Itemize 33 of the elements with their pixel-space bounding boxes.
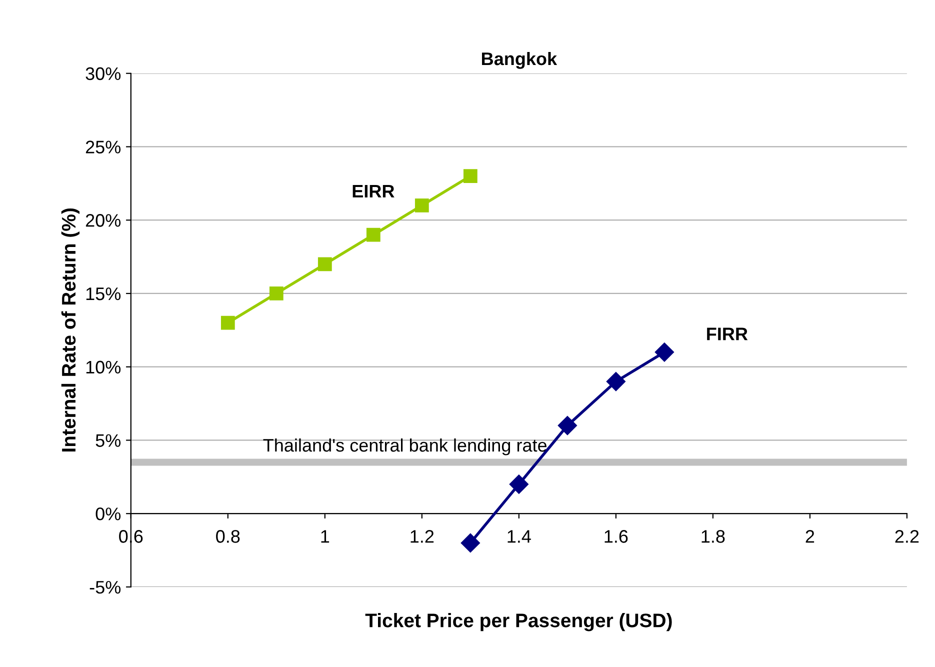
y-tick-label: 10%	[86, 360, 121, 374]
point	[414, 198, 429, 212]
point	[318, 257, 332, 272]
point	[460, 533, 480, 552]
point	[463, 169, 478, 184]
x-tick-label: 1.6	[604, 530, 628, 543]
point	[654, 342, 674, 362]
point	[558, 416, 577, 436]
x-tick-label: 1.2	[410, 530, 434, 543]
y-tick-label: 20%	[86, 214, 121, 227]
x-tick-label: 1.8	[702, 530, 725, 543]
series-label: EIRR	[352, 185, 394, 198]
x-tick-label: 2	[806, 530, 814, 543]
x-axis-title: Ticket Price per Passenger (USD)	[365, 613, 672, 632]
y-tick-label: 30%	[86, 67, 121, 80]
series-label: FIRR	[707, 328, 748, 340]
point	[606, 372, 626, 392]
point	[366, 228, 380, 242]
y-axis-title: Internal Rate of Return (%)	[61, 208, 80, 452]
y-tick-label: 0%	[96, 508, 121, 520]
x-tick-label: 2.2	[895, 530, 919, 543]
ref-line-label: Thailand's central bank lending rate	[263, 438, 547, 456]
x-tick-label: 1.4	[508, 530, 531, 543]
x-tick-label: 1	[321, 530, 330, 543]
y-tick-label: 15%	[86, 287, 121, 300]
y-tick-label: 5%	[96, 434, 121, 447]
x-tick-label: 0.8	[216, 530, 240, 543]
y-tick-label: 25%	[86, 140, 121, 154]
point	[220, 316, 235, 330]
y-tick-label: -5%	[90, 580, 121, 594]
point	[269, 286, 284, 300]
chart-title: Bangkok	[482, 52, 558, 69]
point	[509, 474, 528, 494]
